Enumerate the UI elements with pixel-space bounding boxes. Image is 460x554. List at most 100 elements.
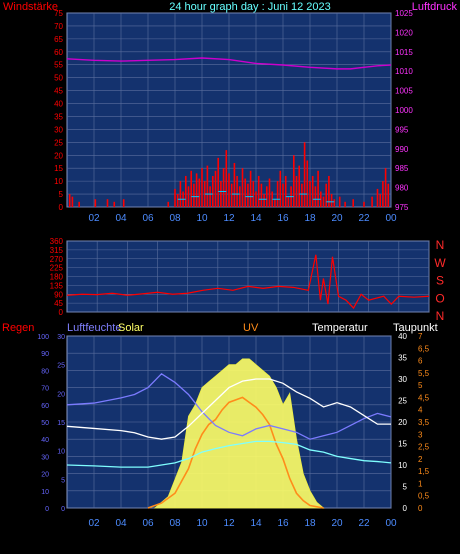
uv-tick-label: 1,5 xyxy=(418,467,430,476)
solar-tick-label: 20 xyxy=(57,391,65,398)
temperatur-label: Temperatur xyxy=(312,322,368,334)
wind-tick-label: 40 xyxy=(54,100,63,109)
wind-x-tick-label: 08 xyxy=(169,213,181,224)
temp-tick-label: 0 xyxy=(403,504,408,513)
temperature-line xyxy=(66,378,391,440)
climate-x-tick-label: 16 xyxy=(277,518,289,529)
wind-tick-label: 0 xyxy=(59,203,64,212)
regen-label: Regen xyxy=(2,322,34,334)
dir-tick-label: 90 xyxy=(54,290,63,299)
climate-x-tick-label: 06 xyxy=(142,518,154,529)
temp-tick-label: 10 xyxy=(398,461,407,470)
wind-tick-label: 10 xyxy=(54,177,63,186)
wind-tick-label: 75 xyxy=(54,9,63,18)
wind-x-tick-label: 16 xyxy=(277,213,289,224)
pressure-tick-label: 1000 xyxy=(395,106,413,115)
temp-tick-label: 20 xyxy=(398,418,407,427)
uv-tick-label: 4 xyxy=(418,406,423,415)
uv-tick-label: 3,5 xyxy=(418,418,430,427)
regen-tick-label: 40 xyxy=(41,437,49,444)
uv-line xyxy=(147,396,324,509)
wind-axis-label: Windstärke xyxy=(3,1,58,13)
solar-label: Solar xyxy=(118,322,144,334)
pressure-axis-label: Luftdruck xyxy=(412,1,458,13)
wind-tick-label: 15 xyxy=(54,164,63,173)
climate-x-tick-label: 22 xyxy=(358,518,370,529)
axis-labels: 7570656055504540353025201510501025102010… xyxy=(37,9,446,529)
wind-x-tick-label: 00 xyxy=(385,213,397,224)
uv-tick-label: 5 xyxy=(418,381,423,390)
solar-tick-label: 10 xyxy=(57,449,65,456)
climate-x-tick-label: 10 xyxy=(196,518,208,529)
uv-tick-label: 2 xyxy=(418,455,423,464)
wind-tick-label: 30 xyxy=(54,125,63,134)
wind-tick-label: 5 xyxy=(59,190,64,199)
wind-x-tick-label: 14 xyxy=(250,213,262,224)
pressure-tick-label: 995 xyxy=(395,125,409,134)
regen-tick-label: 70 xyxy=(41,386,49,393)
climate-x-tick-label: 08 xyxy=(169,518,181,529)
wind-tick-label: 55 xyxy=(54,61,63,70)
compass-label: N xyxy=(436,309,445,323)
temp-tick-label: 15 xyxy=(398,440,407,449)
wind-tick-label: 65 xyxy=(54,35,63,44)
dir-tick-label: 315 xyxy=(50,246,64,255)
pressure-tick-label: 1020 xyxy=(395,28,413,37)
solar-area xyxy=(153,358,325,509)
dir-tick-label: 270 xyxy=(50,255,64,264)
uv-tick-label: 0,5 xyxy=(418,492,430,501)
uv-tick-label: 4,5 xyxy=(418,393,430,402)
solar-tick-label: 15 xyxy=(57,420,65,427)
wind-tick-label: 20 xyxy=(54,151,63,160)
luftfeuchte-label: Luftfeuchte xyxy=(67,322,121,334)
pressure-tick-label: 1025 xyxy=(395,9,413,18)
wind-x-tick-label: 02 xyxy=(88,213,100,224)
regen-tick-label: 80 xyxy=(41,368,49,375)
pressure-tick-label: 1010 xyxy=(395,67,413,76)
pressure-tick-label: 1005 xyxy=(395,87,413,96)
chart-title: 24 hour graph day : Juni 12 2023 xyxy=(169,1,330,13)
climate-x-tick-label: 02 xyxy=(88,518,100,529)
solar-tick-label: 0 xyxy=(61,506,65,513)
compass-label: N xyxy=(436,238,445,252)
temp-tick-label: 30 xyxy=(398,375,407,384)
solar-tick-label: 30 xyxy=(57,334,65,341)
regen-tick-label: 50 xyxy=(41,420,49,427)
pressure-tick-label: 1015 xyxy=(395,48,413,57)
wind-x-tick-label: 04 xyxy=(115,213,127,224)
pressure-tick-label: 990 xyxy=(395,145,409,154)
wind-x-tick-label: 18 xyxy=(304,213,316,224)
dewpoint-line xyxy=(66,440,392,468)
wind-direction-line xyxy=(66,254,430,310)
wind-tick-label: 45 xyxy=(54,87,63,96)
uv-label: UV xyxy=(243,322,259,334)
wind-tick-label: 35 xyxy=(54,112,63,121)
uv-tick-label: 6,5 xyxy=(418,344,430,353)
wind-tick-label: 60 xyxy=(54,48,63,57)
climate-x-tick-label: 14 xyxy=(250,518,262,529)
wind-tick-label: 50 xyxy=(54,74,63,83)
wind-x-tick-label: 22 xyxy=(358,213,370,224)
wind-x-tick-label: 06 xyxy=(142,213,154,224)
pressure-tick-label: 980 xyxy=(395,184,409,193)
wind-x-tick-label: 10 xyxy=(196,213,208,224)
dir-tick-label: 360 xyxy=(50,237,64,246)
wind-tick-label: 25 xyxy=(54,138,63,147)
regen-tick-label: 60 xyxy=(41,403,49,410)
regen-tick-label: 90 xyxy=(41,351,49,358)
regen-tick-label: 100 xyxy=(37,334,49,341)
temp-tick-label: 5 xyxy=(403,483,408,492)
uv-tick-label: 3 xyxy=(418,430,423,439)
wind-tick-label: 70 xyxy=(54,22,63,31)
dir-tick-label: 180 xyxy=(50,273,64,282)
uv-tick-label: 6 xyxy=(418,357,423,366)
compass-label: S xyxy=(436,274,444,288)
wind-x-tick-label: 20 xyxy=(331,213,343,224)
dir-tick-label: 135 xyxy=(50,281,64,290)
regen-tick-label: 0 xyxy=(45,506,49,513)
regen-tick-label: 20 xyxy=(41,472,49,479)
wind-x-tick-label: 12 xyxy=(223,213,235,224)
temp-tick-label: 35 xyxy=(398,354,407,363)
climate-x-tick-label: 20 xyxy=(331,518,343,529)
